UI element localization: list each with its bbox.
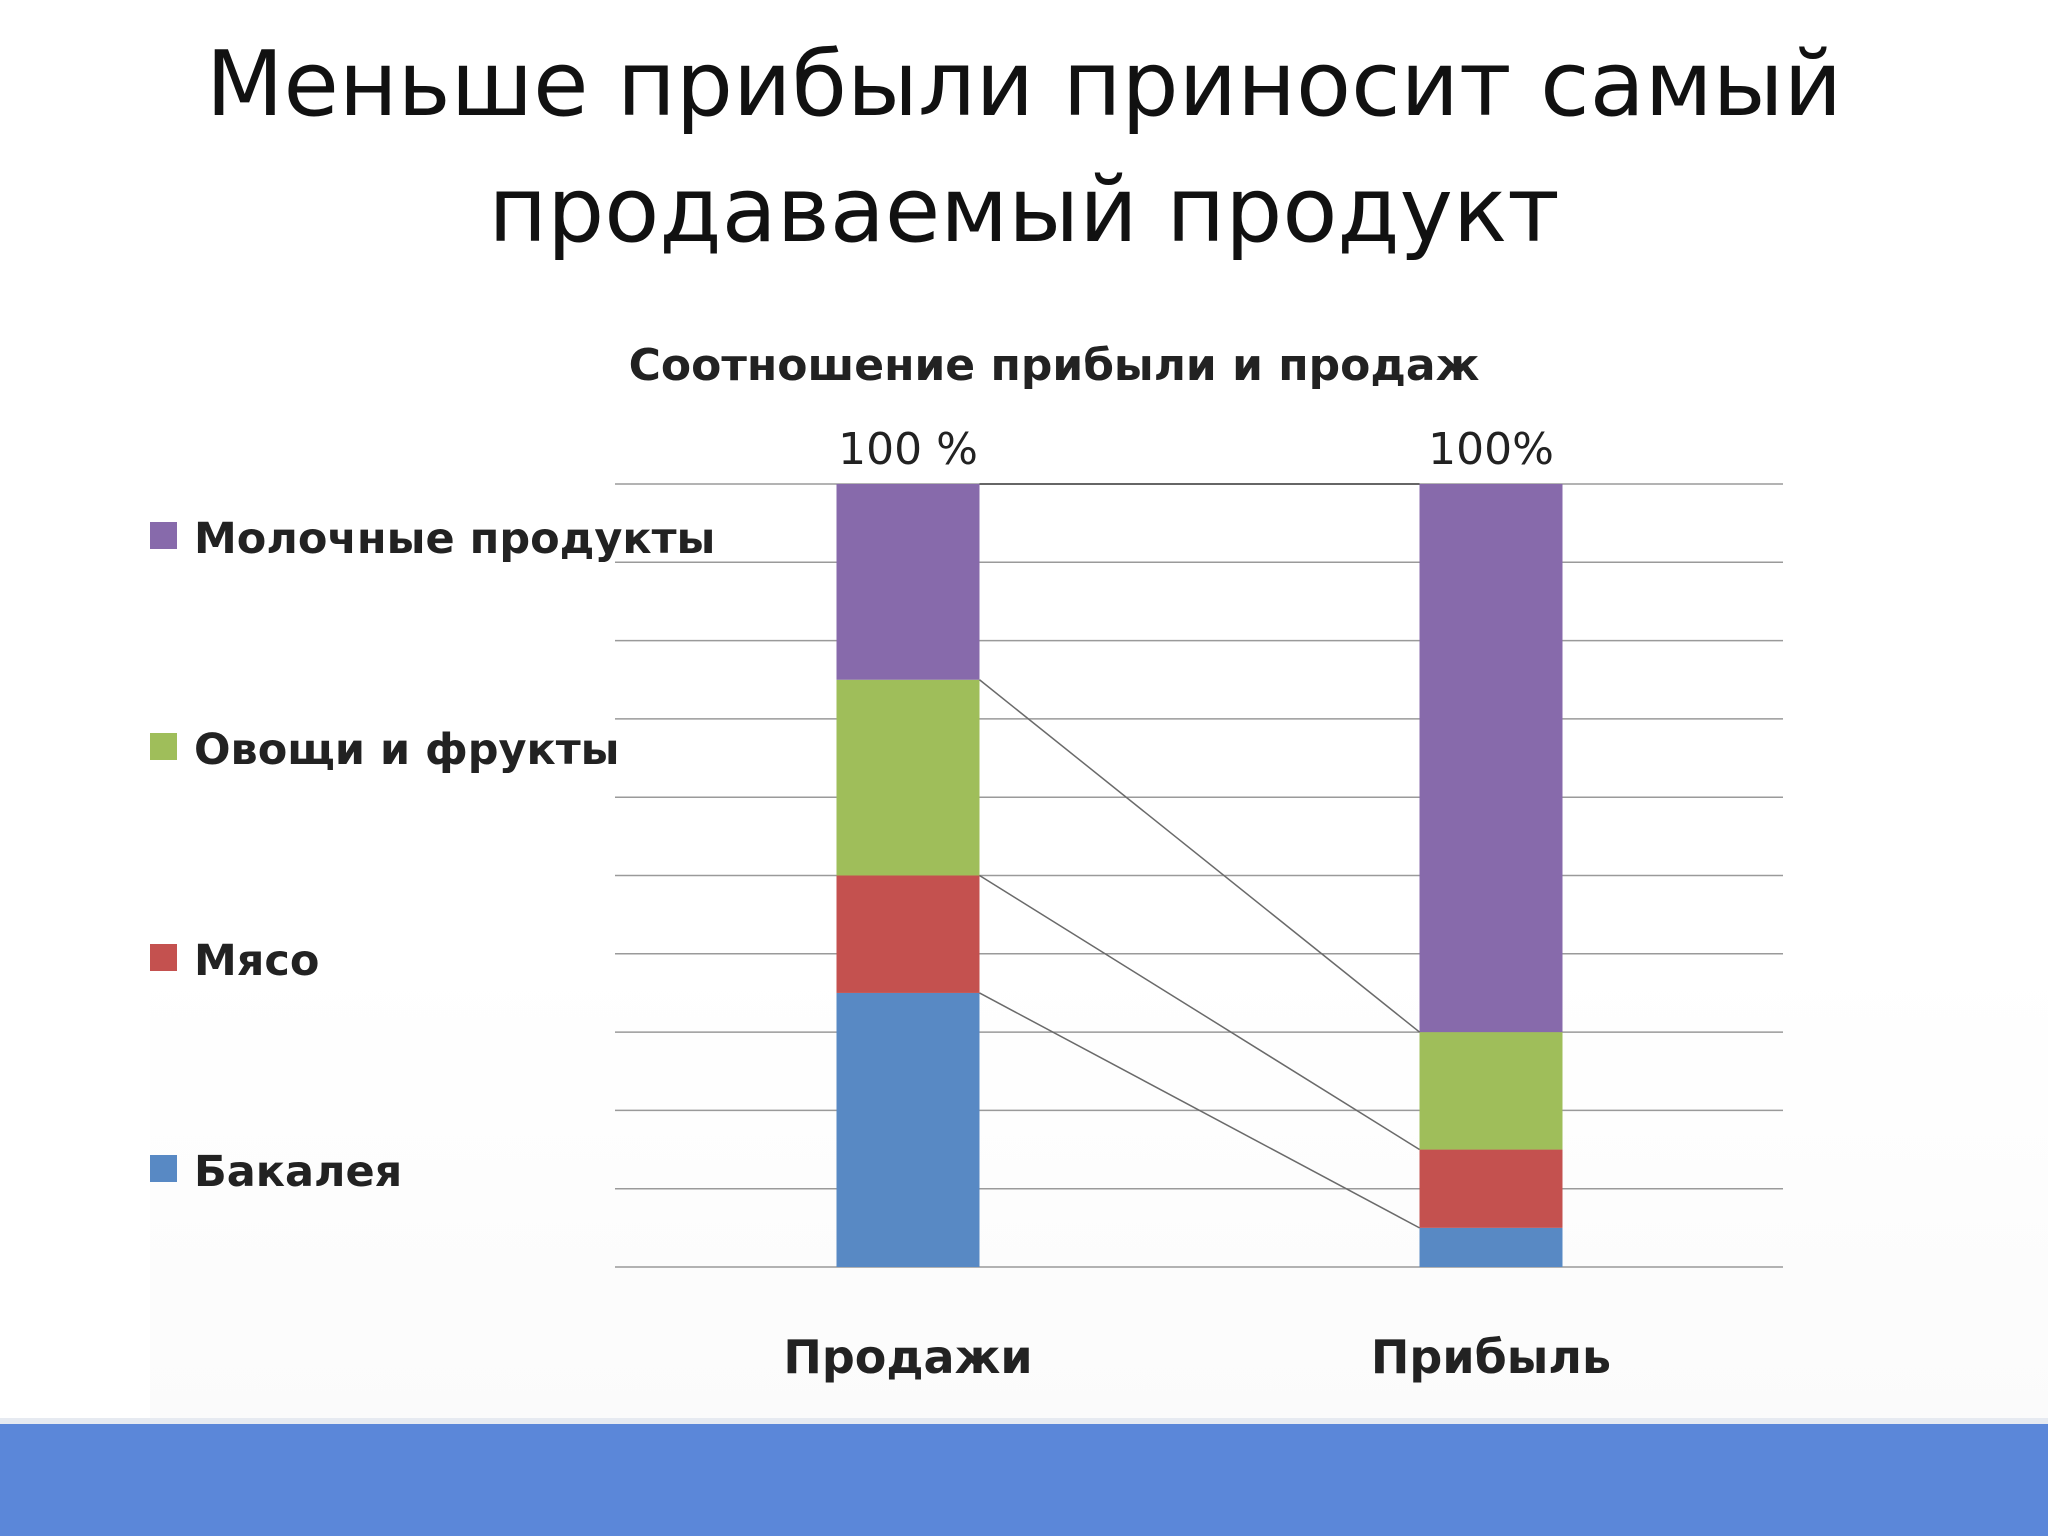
slide-title-line-1: Меньше прибыли приносит самый (205, 32, 1843, 137)
bar-segment (836, 992, 980, 1267)
legend-label: Овощи и фрукты (194, 725, 620, 775)
bottom-band (0, 1424, 2048, 1536)
category-label: Прибыль (1371, 1330, 1611, 1384)
band-edge (0, 1418, 2048, 1426)
legend-label: Мясо (194, 936, 319, 986)
total-label: 100 % (838, 424, 978, 475)
slide-title-line-2: продаваемый продукт (488, 158, 1560, 263)
bar-segment (836, 875, 980, 993)
category-labels: Продажи Прибыль (783, 1330, 1611, 1384)
legend-swatch (150, 733, 177, 760)
connector-line (979, 874, 1420, 1151)
bar-segment (1419, 1149, 1563, 1228)
bar-segment (1419, 484, 1563, 1033)
bar-stacks (836, 484, 1563, 1267)
legend: Молочные продукты Овощи и фрукты Мясо Бакал… (150, 514, 715, 1197)
grid-lines (615, 483, 1783, 1268)
connector-lines (979, 483, 1420, 1229)
bar-segment (1419, 1227, 1563, 1267)
chart-title: Соотношение прибыли и продаж (629, 340, 1480, 391)
bar-segment (836, 679, 980, 876)
connector-line (979, 992, 1420, 1229)
connector-line (979, 679, 1420, 1033)
category-label: Продажи (783, 1330, 1032, 1384)
legend-swatch (150, 944, 177, 971)
bar-segment (836, 484, 980, 680)
total-label: 100% (1428, 424, 1554, 475)
bar-segment (1419, 1032, 1563, 1150)
legend-label: Бакалея (194, 1147, 402, 1197)
stacked-bar-chart: Соотношение прибыли и продаж 100 % 100% П… (150, 340, 1783, 1384)
chart-background (150, 960, 2048, 1424)
legend-swatch (150, 1155, 177, 1182)
slide-title: Меньше прибыли приносит самый продаваемы… (0, 22, 2048, 274)
legend-swatch (150, 522, 177, 549)
total-labels: 100 % 100% (838, 424, 1554, 475)
legend-label: Молочные продукты (194, 514, 715, 564)
